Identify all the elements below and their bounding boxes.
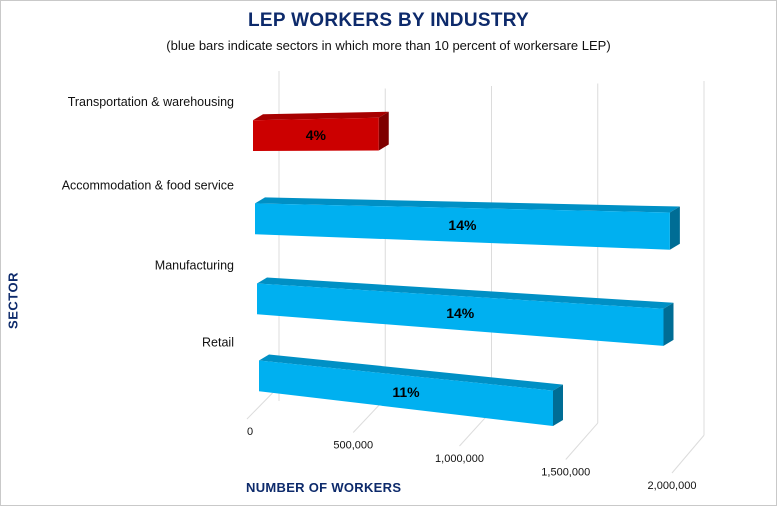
bar: [253, 117, 379, 152]
bar-end-face: [378, 111, 389, 151]
x-tick-label: 0: [247, 426, 253, 438]
data-label: 14%: [446, 305, 475, 321]
chart-title: LEP WORKERS BY INDUSTRY: [247, 10, 530, 31]
bar-end-face: [553, 384, 563, 427]
bar-top-face: [253, 111, 389, 121]
y-tick-label: Retail: [202, 335, 234, 349]
bar: [255, 203, 670, 250]
bar-top-face: [259, 354, 563, 391]
data-label: 11%: [392, 384, 420, 400]
x-tick-label: 1,500,000: [541, 467, 590, 479]
x-tick-label: 2,000,000: [648, 480, 697, 492]
y-tick-label: Transportation & warehousing: [68, 95, 234, 109]
x-tick-label: 500,000: [333, 440, 373, 452]
y-tick-label: Accommodation & food service: [62, 178, 234, 192]
bar-top-face: [257, 277, 674, 309]
bar: [257, 283, 664, 346]
gridline-floor: [565, 422, 599, 460]
chart-subtitle: (blue bars indicate sectors in which mor…: [166, 38, 611, 53]
bar: [259, 360, 553, 427]
bar-top-face: [255, 197, 680, 213]
data-label: 14%: [448, 217, 477, 233]
bar-end-face: [663, 302, 674, 346]
y-tick-label: Manufacturing: [155, 258, 234, 272]
x-tick-label: 1,000,000: [435, 453, 484, 465]
x-axis-label: NUMBER OF WORKERS: [246, 480, 402, 495]
data-label: 4%: [306, 127, 327, 143]
bar-end-face: [669, 206, 680, 250]
gridline-floor: [671, 434, 705, 474]
